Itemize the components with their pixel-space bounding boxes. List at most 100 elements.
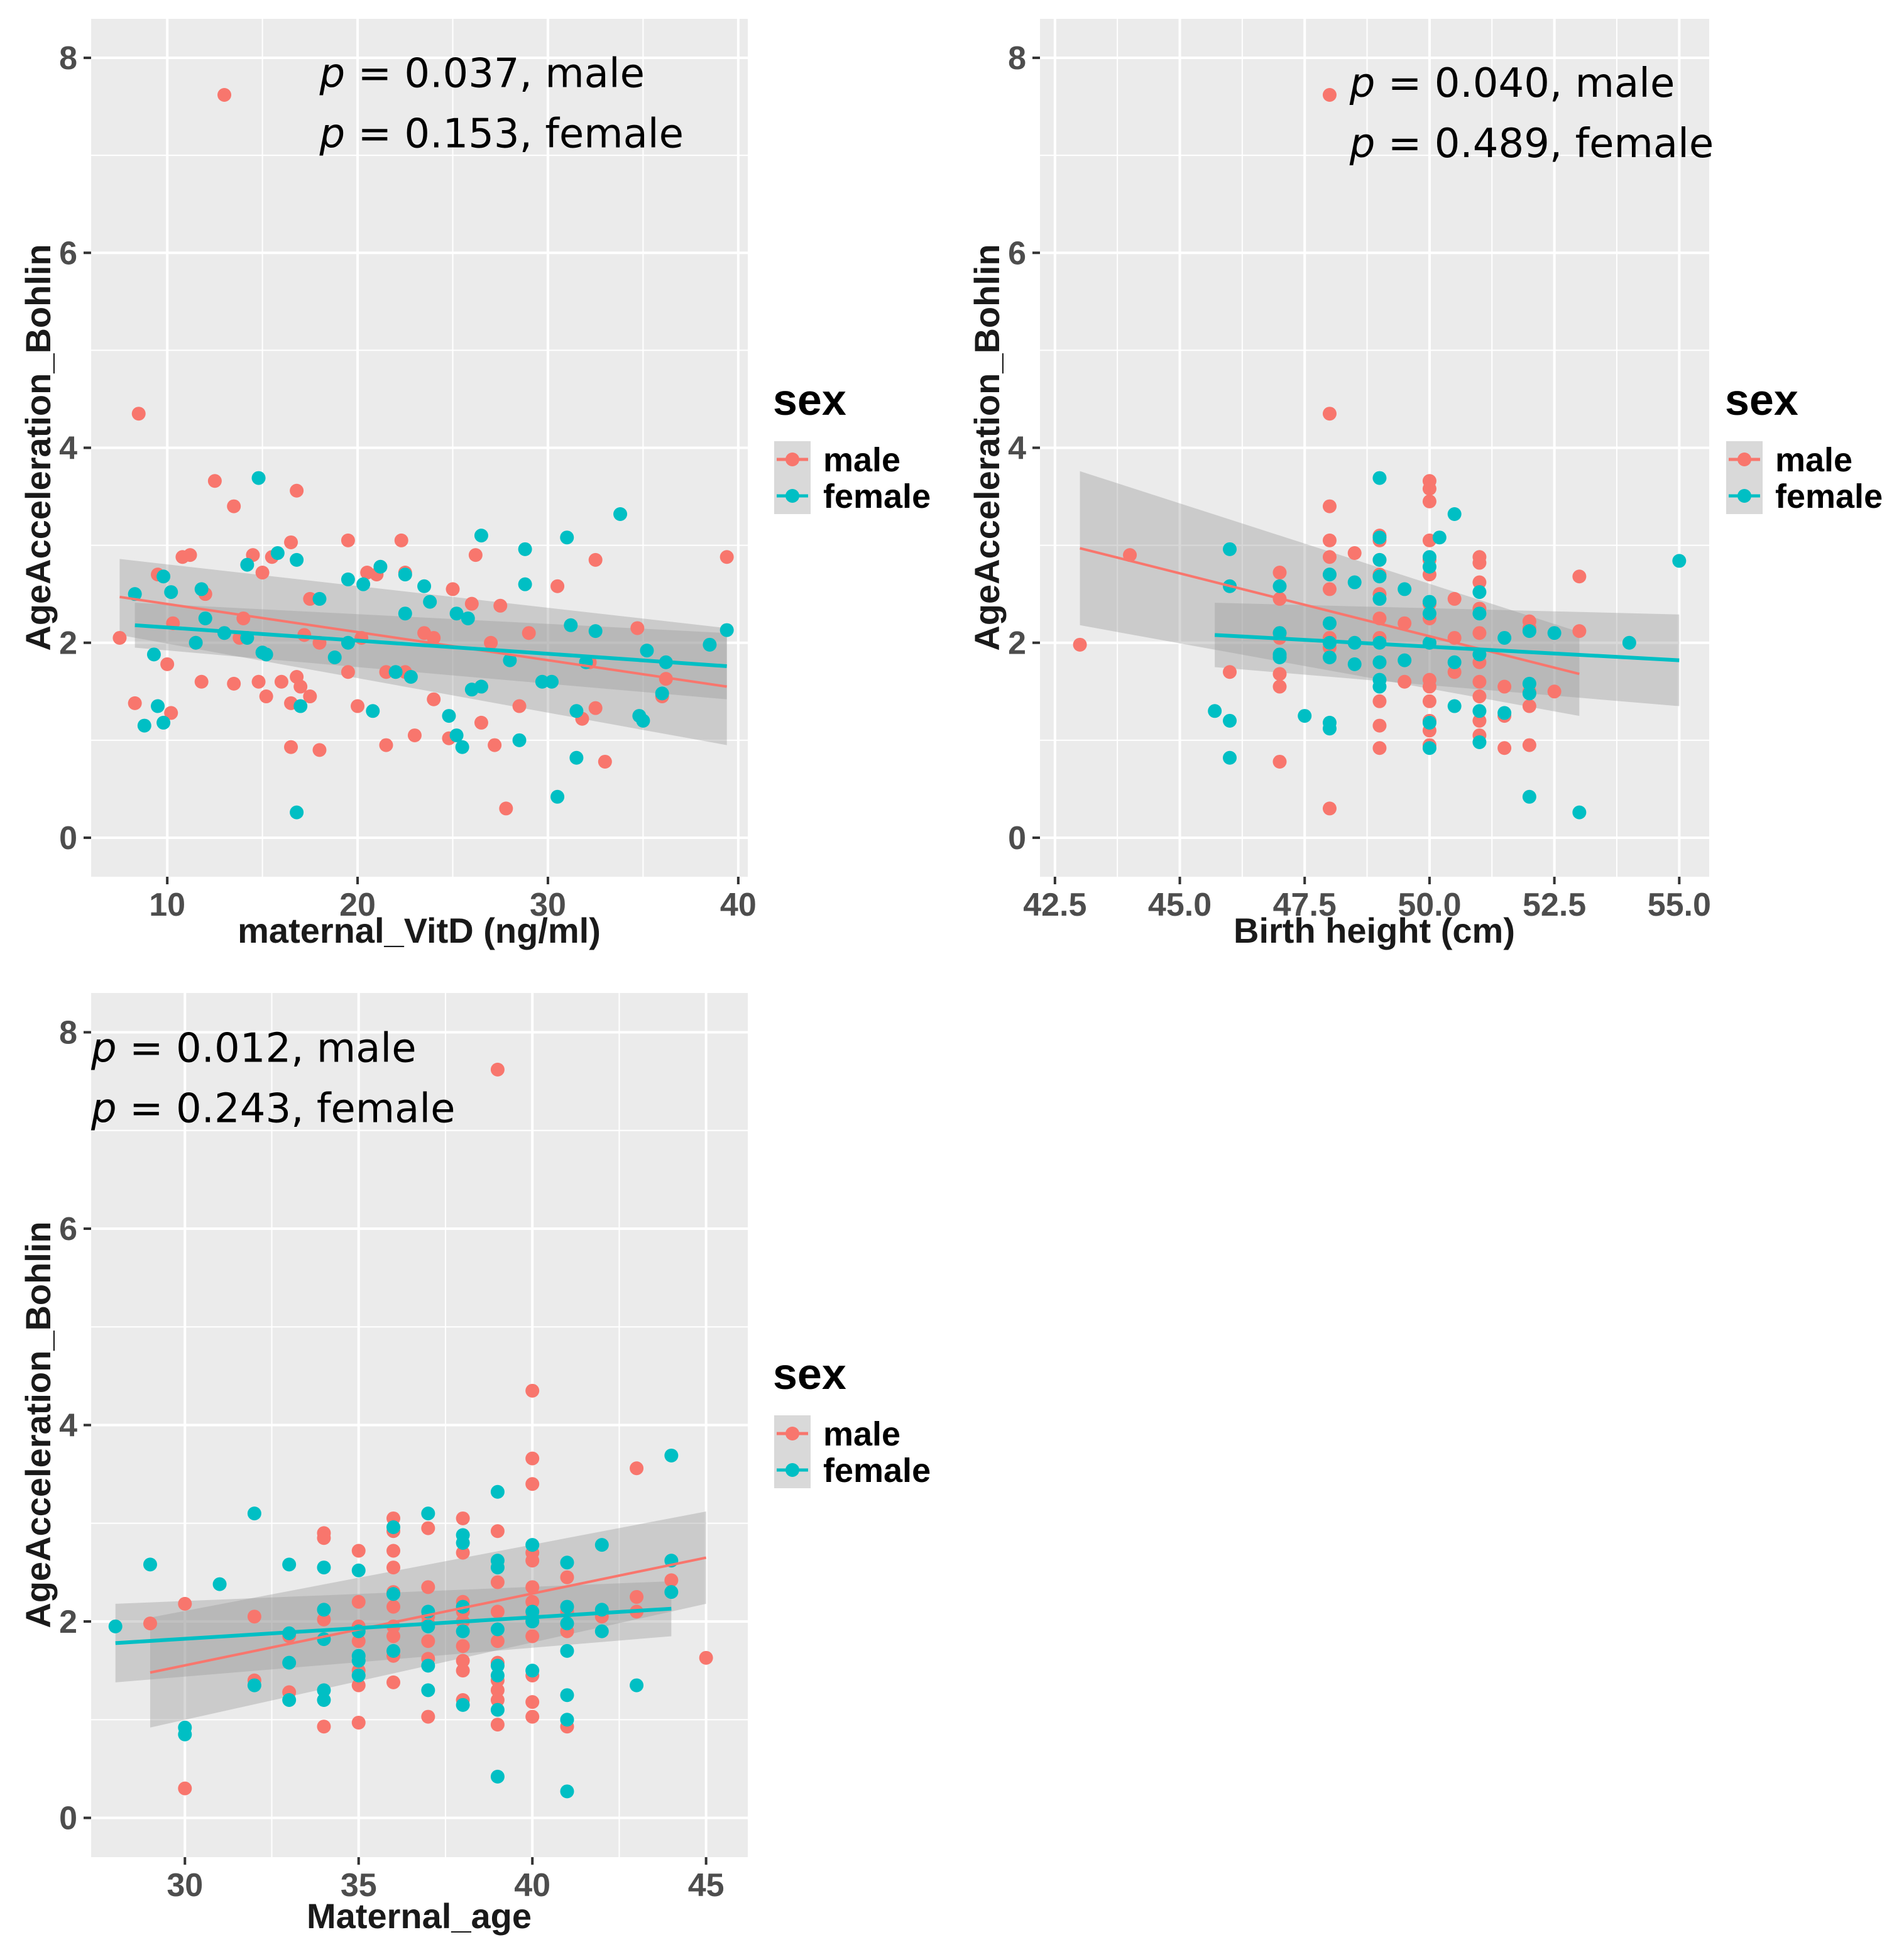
data-point-male <box>284 740 298 754</box>
data-point-female <box>569 704 584 718</box>
data-point-male <box>227 676 241 691</box>
data-point-female <box>588 624 603 639</box>
data-point-male <box>386 1599 401 1614</box>
x-tick-label: 35 <box>341 1867 377 1904</box>
data-point-male <box>493 598 508 613</box>
x-tick-label: 42.5 <box>1023 887 1086 923</box>
x-tick-label: 20 <box>339 887 376 923</box>
x-tick-label: 10 <box>149 887 185 923</box>
data-point-female <box>388 665 403 679</box>
data-point-female <box>719 623 734 637</box>
data-point-male <box>512 699 527 713</box>
data-point-female <box>518 577 532 591</box>
data-point-female <box>1422 606 1436 621</box>
data-point-female <box>1322 616 1337 630</box>
y-axis-title: AgeAcceleration_Bohlin <box>18 1221 58 1628</box>
data-point-male <box>351 1594 366 1609</box>
legend-title: sex <box>773 1349 846 1398</box>
data-point-female <box>655 686 669 701</box>
data-point-female <box>403 670 418 684</box>
data-point-male <box>1422 494 1436 508</box>
fit-line-male <box>119 595 727 688</box>
data-point-female <box>198 611 212 625</box>
y-tick-label: 4 <box>1008 431 1026 467</box>
data-point-female <box>212 1577 227 1591</box>
data-point-female <box>290 805 304 820</box>
data-point-male <box>293 679 308 694</box>
data-point-male <box>284 535 298 549</box>
data-point-female <box>550 789 565 804</box>
legend: sex male female <box>1725 375 1883 515</box>
data-point-female <box>317 1683 331 1698</box>
data-point-female <box>490 1703 505 1717</box>
data-points <box>112 87 734 820</box>
data-point-female <box>386 1587 401 1601</box>
x-tick-label: 40 <box>720 887 757 923</box>
data-point-female <box>351 1668 366 1682</box>
y-tick-label: 0 <box>1008 820 1026 857</box>
x-axis-ticks: 10 20 30 40 <box>149 877 757 923</box>
data-point-male <box>490 1683 505 1698</box>
data-point-male <box>1522 738 1536 752</box>
data-point-male <box>598 754 612 769</box>
data-point-male <box>1123 548 1137 562</box>
data-point-female <box>1372 569 1387 584</box>
x-tick-label: 45 <box>688 1867 725 1904</box>
data-point-male <box>421 1634 435 1649</box>
data-point-male <box>1472 626 1487 640</box>
data-point-female <box>312 591 327 606</box>
data-point-male <box>490 1575 505 1589</box>
data-point-male <box>699 1650 713 1665</box>
data-point-female <box>317 1561 331 1575</box>
data-point-female <box>1322 715 1337 730</box>
data-point-male <box>1497 679 1512 694</box>
data-point-female <box>351 1563 366 1577</box>
y-axis-ticks: 0 2 4 6 8 <box>59 40 91 857</box>
data-point-male <box>525 1594 540 1609</box>
data-point-female <box>490 1561 505 1575</box>
data-point-male <box>1272 754 1287 769</box>
fit-lines <box>115 1556 707 1674</box>
legend-dot-female <box>785 1463 799 1477</box>
data-point-female <box>1322 568 1337 582</box>
data-point-female <box>1398 653 1412 667</box>
legend-dot-male <box>785 1427 799 1440</box>
data-point-male <box>427 692 441 706</box>
data-point-male <box>421 1709 435 1724</box>
data-point-female <box>1672 554 1687 568</box>
x-axis-ticks: 30 35 40 45 <box>167 1857 725 1904</box>
data-point-male <box>164 706 178 720</box>
ci-ribbon-female <box>134 603 727 699</box>
data-point-male <box>525 1695 540 1709</box>
data-point-male <box>490 1718 505 1732</box>
data-point-female <box>1447 655 1462 669</box>
x-tick-label: 50.0 <box>1398 887 1461 923</box>
y-tick-label: 2 <box>1008 625 1026 662</box>
data-point-female <box>421 1506 435 1521</box>
data-point-female <box>386 1520 401 1534</box>
data-point-female <box>1272 579 1287 593</box>
legend-label-male: male <box>823 1415 900 1453</box>
data-point-female <box>143 1557 157 1572</box>
data-point-female <box>108 1619 123 1633</box>
data-point-male <box>1223 665 1237 679</box>
data-point-male <box>1572 569 1587 584</box>
data-point-male <box>1322 499 1337 513</box>
data-point-female <box>456 1698 470 1712</box>
data-point-female <box>456 1536 470 1550</box>
legend-dot-male <box>785 453 799 466</box>
data-point-female <box>373 559 388 574</box>
data-point-female <box>251 471 266 485</box>
x-tick-label: 30 <box>530 887 566 923</box>
data-point-female <box>1522 624 1536 639</box>
legend: sex male female <box>773 1349 931 1489</box>
grid-lines <box>91 993 748 1857</box>
data-point-male <box>464 596 479 611</box>
data-point-female <box>1347 657 1362 671</box>
data-point-male <box>427 630 441 645</box>
legend-item-male: male <box>774 441 900 479</box>
data-point-male <box>1322 533 1337 547</box>
y-tick-label: 6 <box>59 235 77 272</box>
data-point-female <box>386 1643 401 1658</box>
data-point-male <box>1398 674 1412 689</box>
